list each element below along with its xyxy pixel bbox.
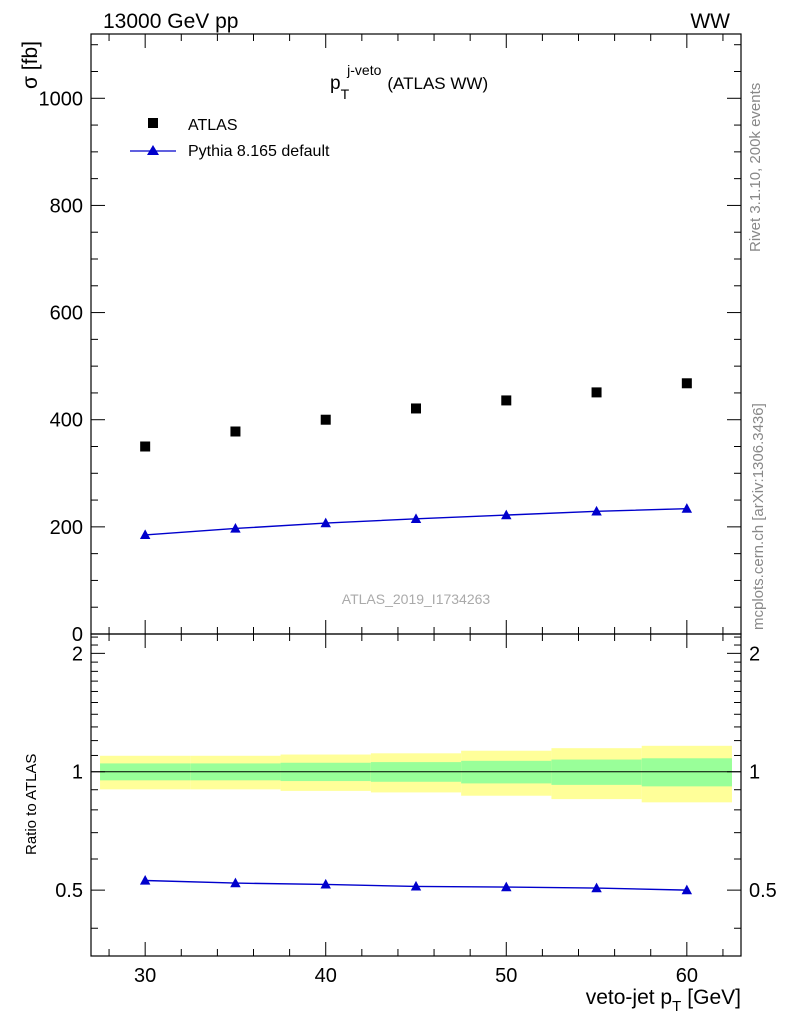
atlas-point <box>681 378 692 389</box>
ratio-mc-point <box>320 878 331 889</box>
ratio-band-inner <box>641 758 732 787</box>
x-tick-label: 60 <box>676 965 698 987</box>
x-axis-label: veto-jet pT [GeV] <box>586 986 741 1015</box>
ratio-mc-point <box>681 884 693 895</box>
main-title: pTj-veto (ATLAS WW) <box>330 62 488 102</box>
atlas-point <box>140 441 151 452</box>
mc-point <box>410 513 422 523</box>
mc-point <box>681 503 693 513</box>
x-axis-label-sub: T <box>672 998 681 1015</box>
x-tick-label: 50 <box>495 965 517 987</box>
ratio-y-tick-label-right: 2 <box>749 643 760 665</box>
ratio-y-tick-label-left: 2 <box>72 643 83 665</box>
legend-mc-label: Pythia 8.165 default <box>188 143 330 160</box>
ratio-y-tick-label-right: 0.5 <box>749 880 777 902</box>
main-title-sup: j-veto <box>346 62 381 78</box>
ratio-ticks: 0.5 0.5 1 1 2 2 30 40 50 60 <box>55 634 777 987</box>
main-y-tick-label: 600 <box>50 303 83 325</box>
ratio-series <box>139 875 693 895</box>
main-title-rest: (ATLAS WW) <box>387 74 488 93</box>
ratio-y-tick-label-left: 1 <box>72 762 83 784</box>
mc-point <box>320 517 331 528</box>
rivet-label: Rivet 3.1.10, 200k events <box>747 83 764 252</box>
atlas-point <box>501 395 512 406</box>
x-tick-label: 40 <box>315 965 337 987</box>
ratio-mc-point <box>410 880 422 891</box>
x-tick-label: 30 <box>134 965 156 987</box>
x-axis-label-main: veto-jet p <box>586 986 672 1009</box>
atlas-point <box>591 387 602 398</box>
main-y-tick-label: 800 <box>50 195 83 217</box>
ratio-mc-point <box>230 877 241 888</box>
ratio-mc-point <box>591 882 602 893</box>
ratio-y-tick-label-left: 0.5 <box>55 880 83 902</box>
legend-mc-marker <box>147 145 159 155</box>
ratio-mc-point <box>139 875 151 885</box>
legend-atlas-marker <box>148 118 158 128</box>
mc-point <box>501 509 512 520</box>
header-right-label: WW <box>690 10 730 33</box>
main-series <box>139 378 693 540</box>
main-y-tick-label: 0 <box>72 624 83 646</box>
x-axis-label-unit: [GeV] <box>687 986 741 1009</box>
mc-point <box>591 505 602 516</box>
main-ticks: 0 200 400 600 800 1000 <box>39 34 741 646</box>
main-title-sub: T <box>341 86 350 102</box>
atlas-point <box>320 414 331 425</box>
header-left-label: 13000 GeV pp <box>103 10 238 33</box>
main-y-tick-label: 1000 <box>39 88 84 110</box>
main-y-axis-label: σ [fb] <box>19 41 42 89</box>
main-y-tick-label: 400 <box>50 410 83 432</box>
mc-point <box>230 522 241 533</box>
ratio-bands <box>100 745 732 803</box>
mcplots-label: mcplots.cern.ch [arXiv:1306.3436] <box>750 403 767 630</box>
main-y-tick-label: 200 <box>50 517 83 539</box>
ratio-mc-point <box>501 881 512 892</box>
atlas-point <box>230 426 241 437</box>
atlas-point <box>411 403 421 414</box>
legend: ATLAS Pythia 8.165 default <box>130 117 330 160</box>
mc-point <box>139 529 151 540</box>
ratio-panel-frame <box>90 633 742 957</box>
ratio-y-tick-label-right: 1 <box>749 762 760 784</box>
main-title-p: p <box>330 73 341 94</box>
analysis-id-label: ATLAS_2019_I1734263 <box>342 591 491 607</box>
ratio-y-axis-label: Ratio to ATLAS <box>23 754 40 855</box>
legend-atlas-label: ATLAS <box>188 117 238 134</box>
